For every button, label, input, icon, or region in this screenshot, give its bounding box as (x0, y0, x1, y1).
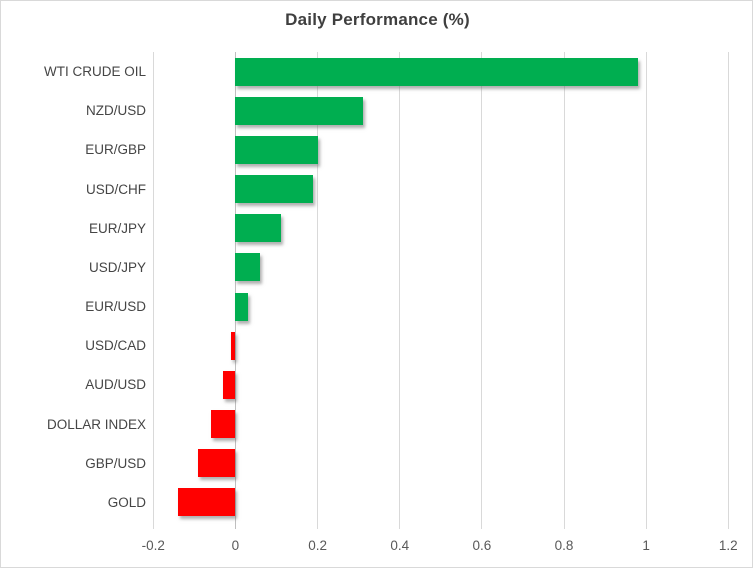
gridline (727, 52, 729, 529)
category-label: EUR/JPY (88, 220, 146, 236)
bar (235, 96, 363, 125)
x-tick-label: 1.2 (718, 538, 738, 553)
bar (235, 253, 261, 282)
category-label: AUD/USD (85, 377, 146, 393)
bar (177, 488, 236, 517)
category-label: NZD/USD (86, 103, 146, 119)
bar (235, 292, 248, 321)
x-tick-label: 0.4 (390, 538, 410, 553)
gridline (563, 52, 565, 529)
x-tick-label: 0.8 (554, 538, 574, 553)
category-label: EUR/GBP (85, 142, 146, 158)
bar (235, 214, 281, 243)
gridline (317, 52, 319, 529)
bar (235, 175, 314, 204)
x-tick-label: 0.6 (472, 538, 492, 553)
x-tick-label: -0.2 (141, 538, 165, 553)
category-label: GOLD (107, 494, 146, 510)
chart-title: Daily Performance (%) (285, 10, 470, 29)
bar (231, 331, 236, 360)
x-tick-label: 0 (231, 538, 240, 553)
gridline (399, 52, 401, 529)
gridline (481, 52, 483, 529)
gridline (152, 52, 154, 529)
bar (223, 370, 236, 399)
x-tick-label: 1 (642, 538, 650, 553)
bar (235, 57, 638, 86)
bar (198, 449, 236, 478)
category-label: EUR/USD (85, 299, 146, 314)
x-tick-label: 0.2 (308, 538, 327, 553)
category-label: GBP/USD (85, 455, 146, 471)
category-label: USD/JPY (88, 259, 146, 275)
category-label: USD/CHF (86, 181, 146, 197)
bar (210, 410, 236, 439)
category-label: WTI CRUDE OIL (43, 64, 146, 79)
category-label: DOLLAR INDEX (46, 416, 146, 432)
category-axis-line (234, 52, 236, 529)
gridline (645, 52, 647, 529)
category-label: USD/CAD (85, 338, 146, 354)
bar (235, 135, 318, 164)
